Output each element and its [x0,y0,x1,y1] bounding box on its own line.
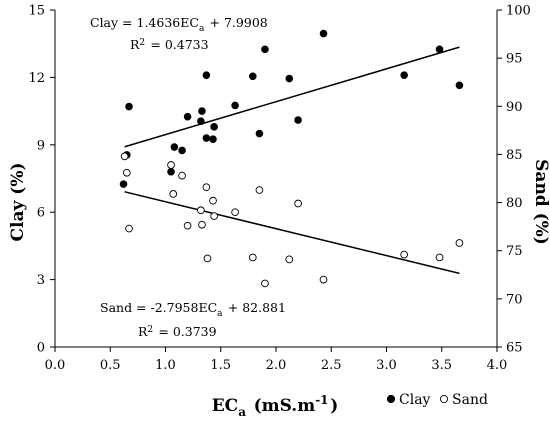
sand-point [455,239,464,247]
y2-tick-label: 75 [506,244,523,259]
clay-point [255,129,264,138]
y2-tick-labels: 65 70 75 80 85 90 95 100 [506,4,531,356]
legend-clay-marker [386,394,396,404]
sand-equation: Sand = -2.7958ECa + 82.881 [100,300,286,319]
sand-point [183,221,192,230]
clay-point [178,146,186,155]
x-tick-label: 0.0 [45,358,66,373]
clay-point [455,81,464,90]
clay-point [202,134,211,142]
x-tick-label: 0.5 [100,358,121,373]
sand-point [400,250,409,259]
sand-point [209,196,217,205]
clay-point [125,102,133,111]
clay-point [248,72,257,81]
x-tick-label: 1.0 [155,358,176,373]
y-tick-label: 15 [28,4,45,19]
y2-tick-label: 90 [506,100,523,115]
y2-tick-label: 65 [506,341,523,356]
data-points [119,29,464,288]
y-tick-label: 12 [28,71,45,86]
sand-point [231,208,239,217]
clay-r2: R2 = 0.4733 [130,37,209,52]
clay-trend-line [124,46,460,148]
clay-point [202,71,211,79]
sand-point [202,183,211,192]
x-tick-label: 2.5 [321,358,342,373]
legend: Clay Sand [386,392,488,408]
y2-tick-label: 80 [506,196,523,211]
sand-point [120,152,129,161]
clay-point [231,101,239,110]
x-tick-label: 3.5 [431,358,452,373]
y2-tick-label: 100 [506,4,531,19]
y-tick-label: 6 [37,206,45,221]
legend-sand-label: Sand [452,392,488,408]
y-tick-label: 3 [37,273,45,288]
x-tick-label: 3.0 [376,358,397,373]
clay-point [400,71,408,79]
sand-point [197,206,205,215]
y2-tick-label: 85 [506,148,523,163]
y-tick-label: 9 [37,138,45,153]
clay-point [210,123,218,131]
clay-point [119,180,128,188]
sand-point [319,275,328,284]
y-axis-title: Clay (%) [8,162,28,241]
sand-point [255,186,264,194]
axes [50,9,502,352]
x-tick-label: 1.5 [210,358,231,373]
clay-point [167,167,175,176]
sand-point [169,190,178,198]
sand-point [125,224,133,233]
sand-point [210,212,218,220]
sand-point [248,253,257,262]
x-tick-label: 2.0 [266,358,287,373]
sand-point [285,255,294,264]
y-tick-label: 0 [37,341,45,356]
legend-sand-marker [439,394,449,404]
clay-equation: Clay = 1.4636ECa + 7.9908 [90,15,268,34]
clay-point [285,74,294,83]
sand-trend-line [124,191,460,275]
clay-point [319,29,328,38]
clay-point [198,107,206,115]
sand-point [294,199,302,208]
clay-point [209,135,217,143]
trend-lines [124,46,460,275]
sand-point [435,253,444,262]
clay-point [183,112,192,121]
legend-clay-label: Clay [399,392,431,408]
clay-point [435,45,444,54]
sand-point [203,254,212,263]
x-axis-title: ECa (mS.m-1 ) [212,393,339,419]
clay-point [170,143,179,151]
x-tick-labels: 0.0 0.5 1.0 1.5 2.0 2.5 3.0 3.5 4.0 [45,358,508,373]
sand-r2: R2 = 0.3739 [138,324,217,339]
y-tick-labels: 0 3 6 9 12 15 [28,4,45,356]
sand-point [178,171,186,180]
clay-point [197,117,205,126]
y2-tick-label: 95 [506,52,523,67]
sand-point [167,161,175,169]
y2-axis-title: Sand (%) [531,159,550,245]
x-tick-label: 4.0 [487,358,508,373]
sand-point [122,168,131,177]
clay-point [261,45,269,54]
y2-tick-label: 70 [506,292,523,307]
sand-point [198,220,206,229]
sand-point [261,279,269,288]
clay-point [294,116,302,124]
